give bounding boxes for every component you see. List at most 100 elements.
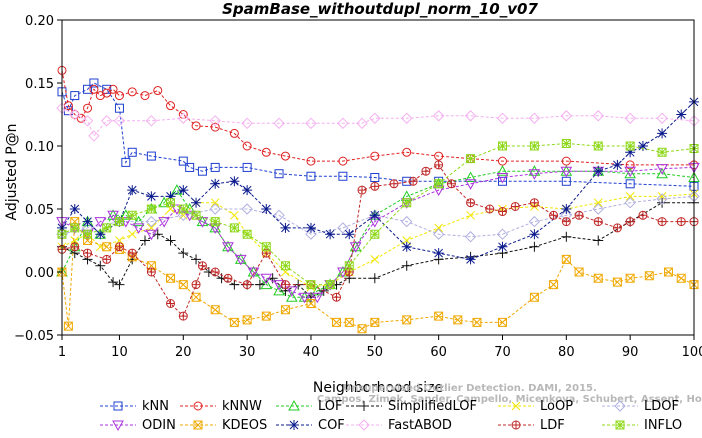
series-line (61, 70, 694, 166)
data-point (127, 147, 137, 157)
data-point (132, 223, 145, 234)
legend-label: FastABOD (388, 418, 452, 433)
data-point (432, 110, 445, 122)
data-point (197, 261, 207, 271)
data-point (95, 229, 106, 240)
data-point (624, 166, 637, 178)
data-point (337, 117, 349, 130)
credit-title: Unsupervised Outlier Detection. DAMI, 20… (343, 383, 597, 394)
data-point (242, 280, 252, 290)
data-point (153, 86, 163, 96)
x-tick-label: 1 (58, 345, 66, 360)
data-point (434, 160, 444, 170)
data-point (178, 280, 188, 290)
data-point (344, 229, 355, 240)
data-point (81, 115, 94, 127)
data-point (485, 204, 495, 214)
plot-area (56, 65, 700, 334)
legend-label: SimplifiedLOF (388, 399, 477, 414)
data-point (433, 248, 444, 259)
data-point (178, 156, 188, 166)
data-point (191, 121, 201, 131)
data-point (306, 156, 316, 166)
data-point (234, 254, 247, 266)
chart-title: SpamBase_withoutdupl_norm_10_v07 (222, 0, 538, 18)
data-point (178, 204, 188, 214)
data-point (344, 317, 354, 327)
y-axis-label: Adjusted P@n (4, 123, 20, 220)
data-point (657, 217, 667, 227)
data-point (625, 192, 635, 201)
data-point (298, 292, 311, 304)
legend-label: COF (318, 418, 345, 433)
data-point (624, 112, 636, 124)
data-point (529, 198, 539, 208)
data-point (561, 217, 571, 227)
data-point (528, 165, 541, 176)
data-point (402, 236, 412, 245)
legend-item-inflo: INFLO (602, 418, 682, 433)
series-fastabod (56, 102, 700, 142)
data-point (356, 117, 368, 130)
data-point (146, 204, 156, 214)
data-point (593, 273, 603, 283)
legend-label: LDOF (644, 399, 679, 414)
data-point (83, 248, 93, 258)
data-point (280, 261, 290, 271)
data-point (165, 191, 176, 202)
data-point (421, 166, 431, 176)
data-point (510, 201, 520, 211)
data-point (528, 215, 541, 228)
data-point (529, 292, 539, 302)
plot-frame (61, 19, 695, 336)
data-point (472, 317, 482, 327)
data-point (401, 215, 413, 228)
data-point (145, 215, 158, 228)
legend-item-odin: ODIN (100, 418, 176, 433)
data-point (229, 279, 240, 290)
data-point (127, 87, 137, 97)
data-point (70, 91, 80, 101)
x-tick-label: 70 (494, 345, 511, 360)
data-point (178, 311, 188, 321)
data-point (146, 261, 156, 271)
data-point (465, 254, 476, 265)
data-point (624, 196, 636, 209)
data-point (464, 231, 477, 243)
data-point (209, 115, 221, 127)
legend-item-knn: kNN (100, 399, 169, 414)
data-point (332, 292, 342, 302)
data-point (612, 277, 622, 287)
data-point (338, 171, 348, 181)
data-point (247, 267, 260, 279)
data-point (94, 217, 107, 228)
legend-item-simplifiedlof: SimplifiedLOF (346, 399, 477, 414)
data-point (496, 165, 509, 176)
data-point (305, 117, 317, 130)
data-point (83, 229, 93, 239)
data-point (229, 317, 239, 327)
legend-marker (193, 401, 203, 411)
data-point (401, 112, 413, 124)
data-point (656, 112, 668, 124)
data-point (561, 156, 571, 166)
data-point (434, 179, 444, 189)
data-point (241, 117, 253, 130)
legend-marker (511, 420, 521, 430)
series-line (61, 101, 695, 260)
data-point (561, 254, 571, 264)
data-point (612, 223, 622, 233)
data-point (561, 138, 571, 148)
legend-item-ldf: LDF (498, 418, 565, 433)
data-point (593, 235, 604, 246)
data-point (593, 198, 603, 208)
data-point (369, 112, 381, 124)
data-point (408, 176, 418, 186)
data-point (561, 176, 571, 186)
data-point (191, 280, 201, 290)
data-point (115, 236, 124, 245)
data-point (357, 324, 367, 334)
data-point (612, 159, 623, 170)
data-point (108, 277, 119, 288)
